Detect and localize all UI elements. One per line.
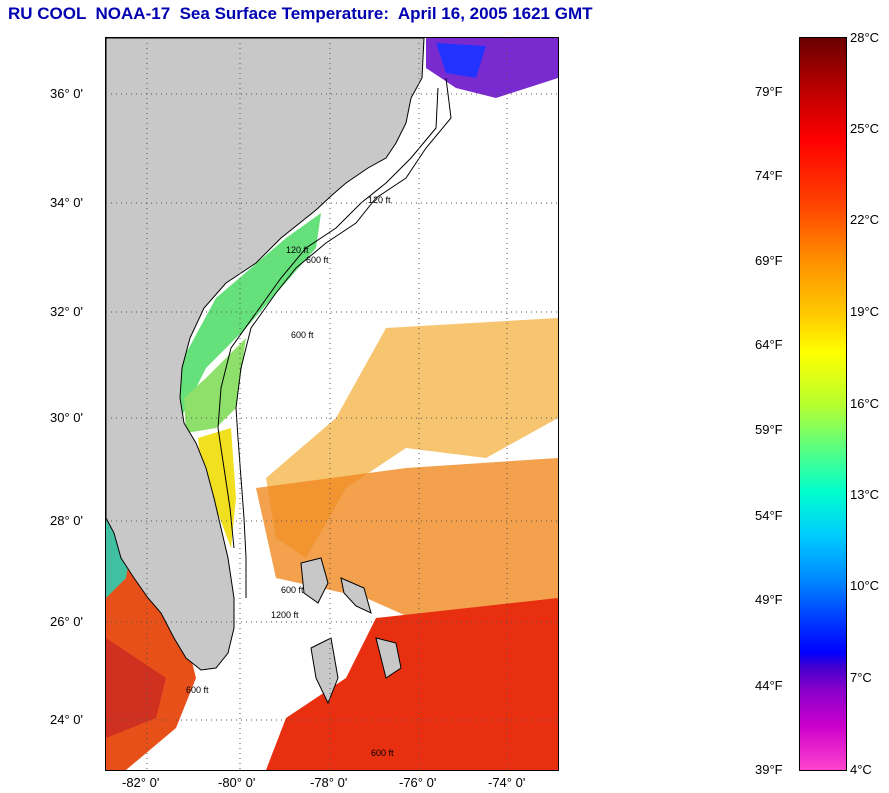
colorbar-f-label: 39°F [755,762,783,777]
lat-label: 26° 0' [50,614,83,629]
colorbar-c-label: 7°C [850,670,872,685]
sst-map[interactable]: 120 ft 600 ft 120 ft 600 ft 1200 ft 600 … [105,37,559,771]
lon-label: -76° 0' [399,775,437,790]
lon-label: -78° 0' [310,775,348,790]
colorbar-f-label: 44°F [755,678,783,693]
colorbar-f-label: 59°F [755,422,783,437]
lat-label: 32° 0' [50,304,83,319]
colorbar-c-label: 4°C [850,762,872,777]
colorbar-f-label: 79°F [755,84,783,99]
land-mass [106,38,425,671]
lat-label: 36° 0' [50,86,83,101]
colorbar-f-label: 74°F [755,168,783,183]
colorbar-c-label: 19°C [850,304,880,319]
contour-label: 600 ft [371,748,394,758]
colorbar-c-label: 28°C [850,30,880,45]
graticule [106,38,558,770]
lon-label: -82° 0' [122,775,160,790]
colorbar-c-label: 25°C [850,121,880,136]
contour-label: 600 ft [306,255,329,265]
islands [300,557,402,705]
sst-map-graphic: 120 ft 600 ft 120 ft 600 ft 1200 ft 600 … [106,38,558,770]
map-title: RU COOL NOAA-17 Sea Surface Temperature:… [8,4,593,23]
contour-label: 600 ft [186,685,209,695]
colorbar-c-label: 10°C [850,578,880,593]
lat-label: 24° 0' [50,712,83,727]
contour-label: 120 ft [286,245,309,255]
contour-label: 600 ft [291,330,314,340]
contour-label: 600 ft [281,585,304,595]
colorbar-f-label: 69°F [755,253,783,268]
temperature-colorbar [799,37,847,771]
lat-label: 28° 0' [50,513,83,528]
lat-label: 30° 0' [50,410,83,425]
colorbar-f-label: 49°F [755,592,783,607]
lon-label: -80° 0' [218,775,256,790]
contour-label: 120 ft [368,195,391,205]
colorbar-c-label: 13°C [850,487,880,502]
contour-label: 1200 ft [271,610,299,620]
lon-label: -74° 0' [488,775,526,790]
lat-label: 34° 0' [50,195,83,210]
colorbar-f-label: 64°F [755,337,783,352]
colorbar-f-label: 54°F [755,508,783,523]
colorbar-c-label: 16°C [850,396,880,411]
depth-contours [217,77,452,598]
colorbar-c-label: 22°C [850,212,880,227]
